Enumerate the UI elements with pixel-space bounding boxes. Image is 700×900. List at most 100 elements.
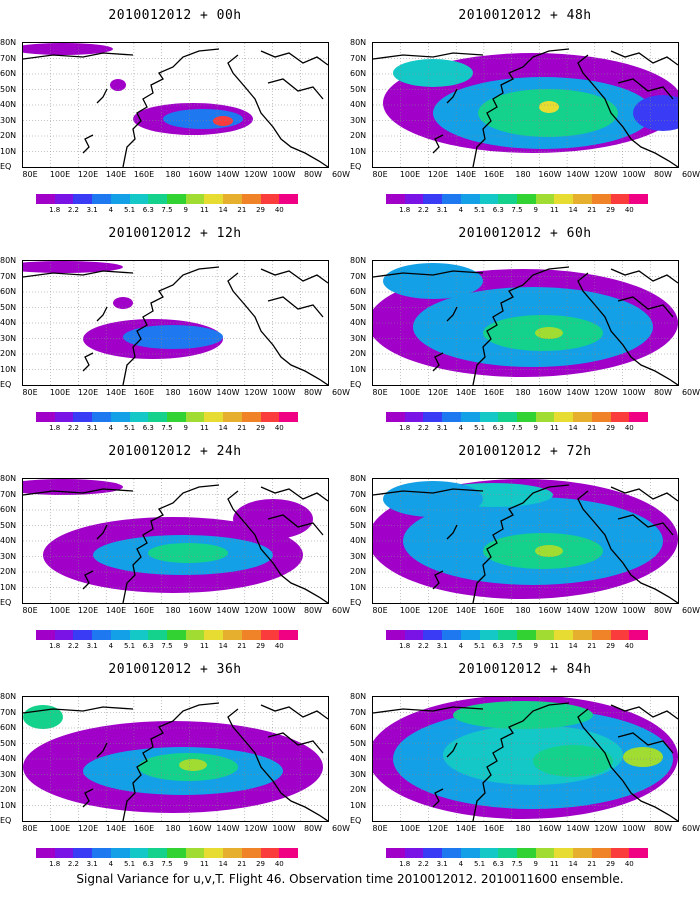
- latitude-label: 30N: [0, 333, 17, 343]
- colorbar-tick-label: 14: [218, 424, 228, 432]
- colorbar-swatch: [148, 848, 168, 858]
- colorbar-tick-label: 7.5: [161, 642, 173, 650]
- coastline: [432, 788, 444, 808]
- colorbar-swatch: [92, 412, 111, 422]
- longitude-label: 100W: [272, 388, 296, 397]
- colorbar-swatch: [610, 194, 630, 204]
- longitude-label: 100E: [399, 170, 421, 179]
- colorbar-swatch: [573, 848, 592, 858]
- colorbar-tick-label: 21: [237, 860, 247, 868]
- colorbar-tick-label: 1.8: [399, 860, 411, 868]
- colorbar-tick-label: 9: [533, 206, 538, 214]
- colorbar-tick-label: 40: [624, 424, 634, 432]
- map-panel: 2010012012 + 72h 80N 70N 60N 50N 40N 30N 20N 10N…: [350, 436, 700, 661]
- colorbar-swatch: [260, 848, 280, 858]
- colorbar-swatch: [148, 194, 168, 204]
- map-svg: [23, 697, 328, 821]
- latitude-label: 50N: [0, 520, 17, 530]
- colorbar-swatch: [167, 848, 186, 858]
- variance-contour: [535, 545, 563, 557]
- colorbar-swatch: [73, 412, 93, 422]
- colorbar-tick-label: 6.3: [492, 860, 504, 868]
- panel-title: 2010012012 + 00h: [108, 8, 242, 23]
- coastline: [96, 306, 108, 322]
- colorbar-swatch: [92, 194, 111, 204]
- colorbar-swatch: [442, 412, 461, 422]
- map-panel: 2010012012 + 24h 80N 70N 60N 50N 40N 30N 20N 10N…: [0, 436, 350, 661]
- coastline: [96, 742, 108, 758]
- latitude-label: 80N: [0, 692, 17, 701]
- latitude-label: 80N: [350, 256, 367, 265]
- colorbar-tick-label: 5.1: [123, 642, 136, 650]
- colorbar-swatch: [404, 848, 424, 858]
- colorbar: [36, 194, 299, 204]
- colorbar-tick-label: 21: [587, 642, 597, 650]
- longitude-label: 100W: [622, 606, 646, 615]
- longitude-label: 140W: [216, 606, 240, 615]
- colorbar-tick-label: 14: [568, 206, 578, 214]
- longitude-label: 80W: [303, 388, 323, 397]
- colorbar-tick-label: 29: [606, 206, 616, 214]
- colorbar-swatch: [92, 630, 111, 640]
- longitude-label: 120W: [594, 170, 618, 179]
- longitude-label: 180: [165, 606, 181, 615]
- latitude-label: EQ: [350, 380, 362, 389]
- variance-map: [22, 478, 329, 604]
- colorbar-tick-label: 1.8: [49, 860, 61, 868]
- latitude-label: 50N: [0, 738, 17, 748]
- figure-caption: Signal Variance for u,v,T. Flight 46. Ob…: [76, 872, 624, 886]
- colorbar-swatch: [185, 194, 205, 204]
- colorbar-tick-label: 29: [256, 642, 266, 650]
- longitude-label: 80W: [303, 170, 323, 179]
- longitude-label: 60W: [681, 606, 700, 615]
- colorbar: [386, 194, 649, 204]
- colorbar-tick-label: 11: [199, 424, 209, 432]
- longitude-label: 180: [165, 388, 181, 397]
- longitude-label: 160W: [188, 388, 212, 397]
- longitude-axis: 80E 100E 120E 140E 160E 180 160W 140W 120W 100W 80…: [362, 170, 700, 182]
- longitude-label: 140W: [566, 170, 590, 179]
- colorbar-swatch: [148, 412, 168, 422]
- colorbar-tick-label: 40: [274, 424, 284, 432]
- colorbar: [386, 412, 649, 422]
- colorbar-tick-label: 11: [549, 642, 559, 650]
- colorbar-swatch: [460, 412, 480, 422]
- colorbar-swatch: [223, 194, 242, 204]
- colorbar-tick-label: 21: [237, 642, 247, 650]
- longitude-label: 100W: [622, 388, 646, 397]
- colorbar-swatch: [386, 848, 405, 858]
- colorbar-tick-label: 2.2: [67, 424, 79, 432]
- longitude-label: 80W: [653, 170, 673, 179]
- latitude-label: 20N: [350, 349, 367, 358]
- latitude-label: 60N: [0, 287, 17, 296]
- colorbar-swatch: [498, 194, 518, 204]
- map-svg: [373, 261, 678, 385]
- coastline: [432, 352, 444, 372]
- longitude-label: 60W: [331, 388, 351, 397]
- colorbar-tick-label: 7.5: [161, 206, 173, 214]
- colorbar-swatch: [167, 412, 186, 422]
- latitude-label: 20N: [350, 131, 367, 140]
- colorbar-tick-label: 4: [108, 860, 114, 868]
- colorbar-tick-label: 11: [549, 860, 559, 868]
- colorbar-swatch: [610, 412, 630, 422]
- colorbar-swatch: [423, 194, 443, 204]
- colorbar-tick-label: 21: [587, 206, 597, 214]
- longitude-label: 160W: [538, 170, 562, 179]
- colorbar-tick-label: 4: [108, 424, 114, 432]
- colorbar: [386, 630, 649, 640]
- latitude-label: EQ: [0, 598, 12, 607]
- colorbar-tick-label: 4: [108, 206, 114, 214]
- coastline: [82, 788, 94, 808]
- colorbar-tick-label: 2.2: [417, 642, 429, 650]
- colorbar-tick-label: 6.3: [142, 860, 154, 868]
- longitude-label: 140W: [216, 388, 240, 397]
- latitude-label: 30N: [0, 769, 17, 779]
- colorbar-swatch: [591, 412, 611, 422]
- longitude-label: 140E: [105, 388, 127, 397]
- longitude-axis: 80E 100E 120E 140E 160E 180 160W 140W 120W 100W 80…: [362, 388, 700, 400]
- longitude-label: 160E: [483, 824, 505, 833]
- colorbar-swatch: [573, 194, 592, 204]
- colorbar-tick-label: 11: [199, 642, 209, 650]
- colorbar-tick-label: 7.5: [511, 860, 523, 868]
